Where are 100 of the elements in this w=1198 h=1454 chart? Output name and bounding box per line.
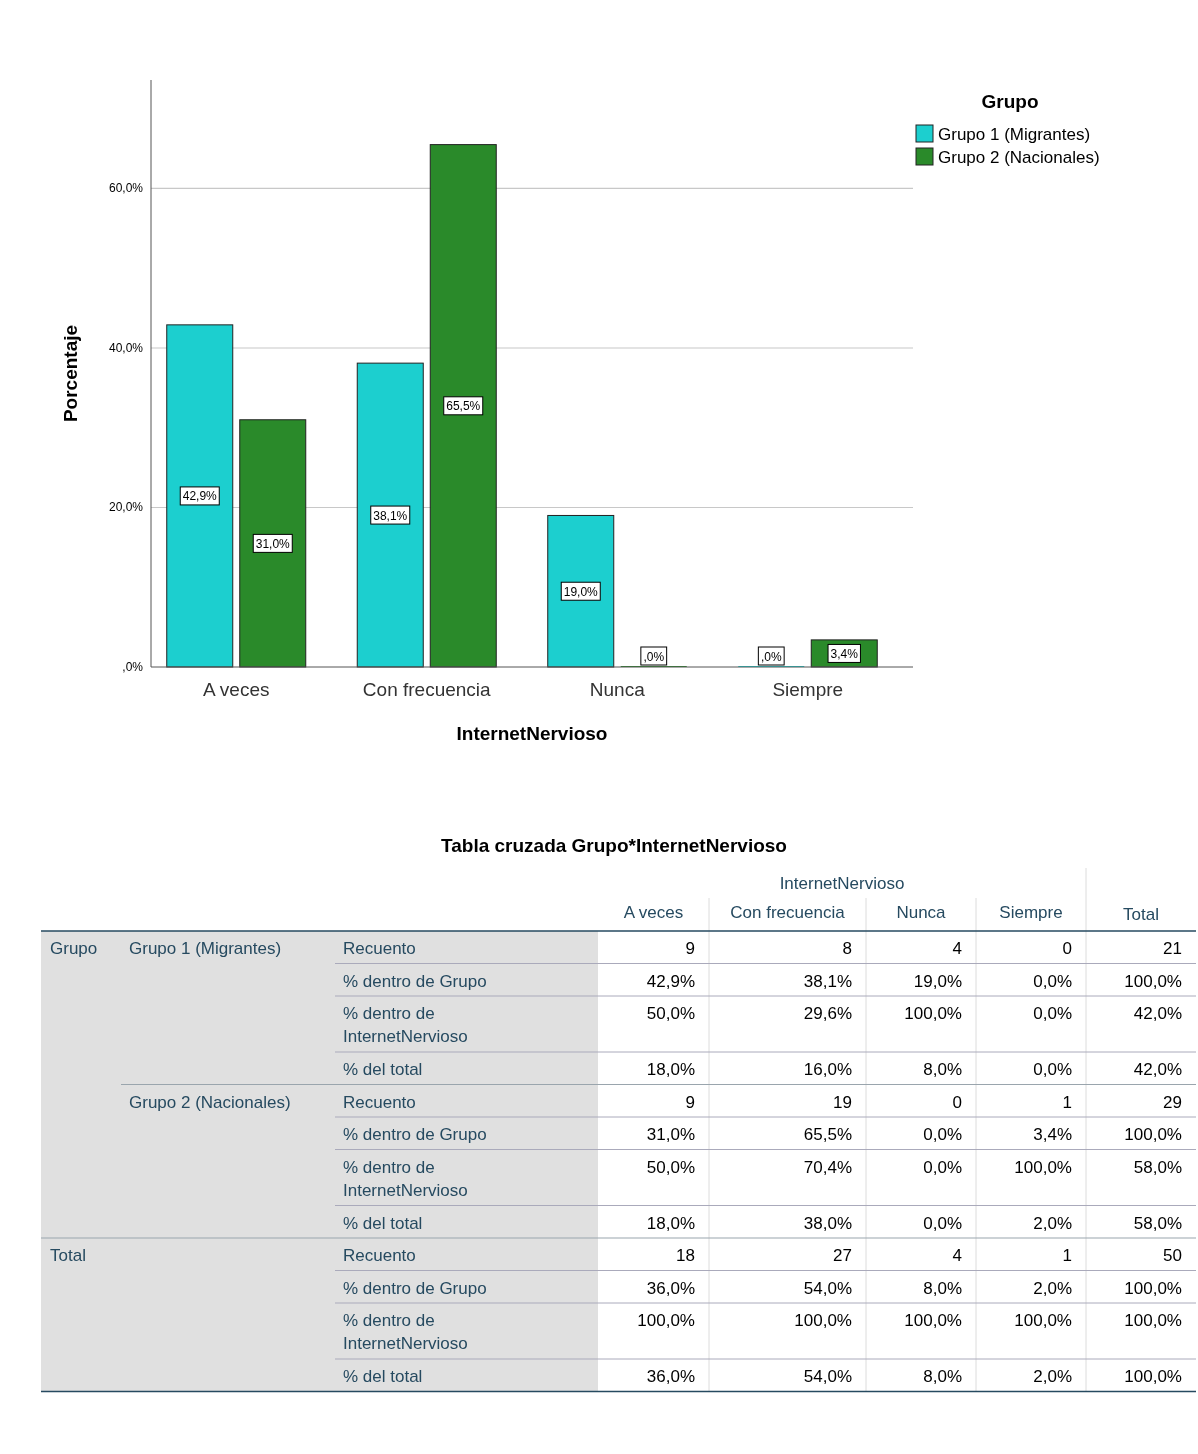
- text: 65,5%: [803, 1125, 852, 1144]
- text: 38,1%: [803, 971, 852, 991]
- category-label: % dentro de Grupo: [343, 971, 487, 991]
- text: Total: [50, 1246, 86, 1265]
- y-tick-label: 60,0%: [108, 181, 144, 196]
- text: 36,0%: [646, 1278, 695, 1298]
- text: 8,0%: [923, 1278, 962, 1298]
- text: 100,0%: [1124, 1278, 1182, 1298]
- text: 0,0%: [923, 1213, 962, 1233]
- y-tick-label: ,0%: [122, 660, 144, 674]
- text: 54,0%: [803, 1367, 852, 1386]
- text: 0: [1062, 939, 1072, 958]
- data-label: ,0%: [643, 649, 665, 664]
- y-tick-label: 40,0%: [108, 340, 144, 355]
- x-tick-label: Nunca: [589, 679, 646, 700]
- category-label: % del total: [343, 1367, 423, 1386]
- x-tick-label: Siempre: [772, 679, 844, 700]
- data-label: 3,4%: [830, 646, 859, 661]
- text: 0,0%: [1033, 1060, 1072, 1079]
- text: 100,0%: [1124, 1367, 1182, 1386]
- text: 29,6%: [803, 1004, 852, 1023]
- text: 58,0%: [1133, 1213, 1182, 1233]
- text: 18,0%: [646, 1213, 695, 1233]
- text: 100,0%: [1124, 1125, 1182, 1144]
- text: 50,0%: [646, 1004, 695, 1023]
- text: 31,0%: [646, 1125, 695, 1144]
- category-label: Recuento: [343, 939, 416, 958]
- text: InternetNervioso: [779, 874, 905, 893]
- text: 42,0%: [1133, 1060, 1182, 1079]
- text: 9: [685, 1092, 695, 1112]
- text: 0,0%: [1033, 971, 1072, 991]
- text: 58,0%: [1133, 1157, 1182, 1177]
- text: Grupo 2 (Nacionales): [129, 1092, 291, 1112]
- text: 100,0%: [1014, 1157, 1072, 1177]
- category-label: Con frecuencia: [730, 903, 846, 922]
- text: 0,0%: [923, 1125, 962, 1144]
- text: 21: [1163, 939, 1182, 958]
- data-label: 31,0%: [255, 536, 291, 551]
- text: 4: [952, 1246, 962, 1265]
- category-label: % dentro de Grupo: [343, 1125, 487, 1144]
- text: 18,0%: [646, 1060, 695, 1079]
- text: 42,9%: [646, 971, 695, 991]
- text: 0,0%: [1033, 1004, 1072, 1023]
- text: 100,0%: [794, 1311, 852, 1330]
- category-label: Nunca: [896, 903, 947, 922]
- text: 2,0%: [1033, 1367, 1072, 1386]
- text: 0,0%: [923, 1157, 962, 1177]
- text: Grupo 1 (Migrantes): [129, 939, 282, 958]
- category-label: A veces: [623, 903, 684, 922]
- text: 36,0%: [646, 1367, 695, 1386]
- text: 1: [1062, 1246, 1072, 1265]
- y-axis-title: Porcentaje: [60, 324, 81, 423]
- text: 100,0%: [1124, 1311, 1182, 1330]
- category-label: % dentro de Grupo: [343, 1278, 487, 1298]
- text: 8,0%: [923, 1060, 962, 1079]
- text: 0: [952, 1092, 962, 1112]
- text: 50: [1163, 1246, 1182, 1265]
- text: 8: [842, 939, 852, 958]
- category-label: % dentro de InternetNervioso: [343, 1157, 468, 1200]
- category-label: % dentro de InternetNervioso: [343, 1311, 468, 1353]
- legend-label: Grupo 1 (Migrantes): [938, 125, 1091, 144]
- x-axis-title: InternetNervioso: [456, 723, 608, 744]
- text: Grupo: [50, 939, 98, 958]
- text: 38,0%: [803, 1213, 852, 1233]
- text: 8,0%: [923, 1367, 962, 1386]
- y-tick-label: 20,0%: [108, 500, 144, 515]
- text: 2,0%: [1033, 1278, 1072, 1298]
- text: 100,0%: [1124, 971, 1182, 991]
- text: 4: [952, 939, 962, 958]
- text: 29: [1163, 1092, 1182, 1112]
- text: 42,0%: [1133, 1004, 1182, 1023]
- text: 2,0%: [1033, 1213, 1072, 1233]
- text: Tabla cruzada Grupo*InternetNervioso: [441, 835, 787, 856]
- text: 27: [833, 1246, 852, 1265]
- text: 19,0%: [913, 971, 962, 991]
- data-label: 19,0%: [563, 584, 599, 599]
- text: 100,0%: [904, 1311, 962, 1330]
- x-tick-label: Con frecuencia: [362, 679, 492, 700]
- text: 18: [676, 1246, 695, 1265]
- category-label: % del total: [343, 1060, 423, 1079]
- category-label: Siempre: [999, 903, 1063, 922]
- category-label: Recuento: [343, 1246, 416, 1265]
- data-label: 38,1%: [373, 508, 408, 523]
- category-label: % dentro de InternetNervioso: [343, 1004, 468, 1046]
- category-label: % del total: [343, 1213, 423, 1233]
- text: 16,0%: [803, 1060, 852, 1079]
- text: 54,0%: [803, 1278, 852, 1298]
- text: 9: [685, 939, 695, 958]
- category-label: Total: [1123, 905, 1159, 924]
- text: 100,0%: [1014, 1311, 1072, 1330]
- data-label: 42,9%: [182, 489, 218, 504]
- text: 100,0%: [637, 1311, 695, 1330]
- text: 1: [1062, 1092, 1072, 1112]
- category-label: Recuento: [343, 1092, 416, 1112]
- text: 70,4%: [803, 1157, 852, 1177]
- legend-label: Grupo 2 (Nacionales): [938, 148, 1100, 167]
- data-label: 65,5%: [446, 399, 481, 414]
- x-tick-label: A veces: [202, 679, 270, 700]
- data-label: ,0%: [760, 649, 782, 664]
- text: 19: [833, 1092, 852, 1112]
